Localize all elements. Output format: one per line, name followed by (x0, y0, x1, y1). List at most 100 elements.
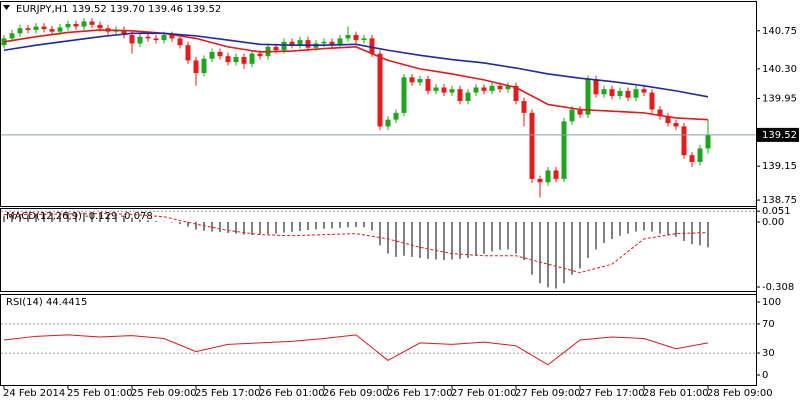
y-tick-label: 100 (762, 297, 781, 308)
x-tick-label: 25 Feb 09:00 (131, 388, 197, 399)
last-price-box (757, 127, 799, 142)
candle-body (385, 119, 391, 127)
candle-body (449, 89, 455, 93)
candle-body (89, 21, 95, 25)
candle-body (657, 109, 663, 117)
candle-body (681, 126, 687, 156)
candle-body (177, 38, 183, 46)
candle-body (497, 85, 503, 90)
candle-body (17, 28, 23, 34)
candle-body (433, 87, 439, 91)
candle-body (153, 38, 159, 41)
candle-body (361, 38, 367, 41)
x-tick-label: 27 Feb 01:00 (451, 388, 517, 399)
candle-body (209, 51, 215, 59)
candle-body (457, 89, 463, 102)
candle-body (641, 89, 647, 93)
candle-body (249, 53, 255, 64)
plot-group (3, 212, 709, 289)
y-tick-label: -0.308 (762, 282, 794, 293)
candle-body (65, 24, 71, 28)
x-tick-label: 28 Feb 01:00 (643, 388, 709, 399)
y-tick-label: 70 (762, 319, 775, 330)
candle-body (481, 87, 487, 91)
candle-body (393, 112, 399, 120)
candle-body (649, 92, 655, 110)
candle-body (25, 28, 31, 30)
candle-body (49, 29, 55, 32)
candle-body (553, 170, 559, 179)
candle-body (489, 85, 495, 91)
candle-body (545, 170, 551, 183)
candle-body (305, 40, 311, 48)
x-tick-label: 24 Feb 2014 (3, 388, 65, 399)
candle-body (289, 41, 295, 46)
candle-body (145, 36, 151, 39)
candle-body (337, 38, 343, 46)
y-tick-label: 140.75 (762, 26, 797, 37)
candle-body (345, 35, 351, 39)
candle-body (441, 87, 447, 93)
candle-body (273, 46, 279, 51)
candle-body (569, 109, 575, 122)
candle-body (473, 87, 479, 93)
series-line (3, 213, 709, 274)
candle-body (665, 116, 671, 124)
candle-body (585, 79, 591, 115)
candle-body (377, 53, 383, 127)
candle-body (577, 109, 583, 115)
candle-body (673, 123, 679, 127)
candle-body (617, 90, 623, 96)
y-tick-label: 30 (762, 348, 775, 359)
candle-body (353, 35, 359, 41)
x-tick-label: 26 Feb 01:00 (259, 388, 325, 399)
candle-body (689, 155, 695, 162)
x-tick-label: 27 Feb 09:00 (515, 388, 581, 399)
candle-body (465, 92, 471, 102)
candle-body (193, 60, 199, 74)
plot-group (1, 18, 711, 198)
candle-body (97, 24, 103, 29)
candle-body (241, 57, 247, 64)
candle-body (329, 41, 335, 46)
candle-body (369, 38, 375, 54)
candle-body (401, 77, 407, 113)
chart-title: EURJPY,H1 139.52 139.70 139.46 139.52 (16, 4, 221, 15)
candle-body (1, 38, 7, 46)
candle-body (121, 29, 127, 36)
candle-body (217, 51, 223, 57)
candle-body (521, 101, 527, 113)
x-tick-label: 26 Feb 09:00 (323, 388, 389, 399)
candle-body (257, 53, 263, 57)
candle-body (529, 112, 535, 179)
candle-body (129, 35, 135, 44)
candle-body (633, 89, 639, 98)
last-price-label: 139.52 (762, 130, 797, 141)
candle-body (57, 27, 63, 32)
series-line (3, 334, 709, 366)
plot-group (3, 334, 709, 366)
candle-body (513, 85, 519, 102)
y-tick-label: 0.00 (762, 217, 784, 228)
candle-body (161, 35, 167, 41)
y-tick-label: 138.75 (762, 195, 797, 206)
candle-body (137, 36, 143, 44)
x-tick-label: 25 Feb 17:00 (195, 388, 261, 399)
candle-body (41, 26, 47, 30)
candle-body (33, 26, 39, 30)
candle-body (625, 90, 631, 98)
candle-body (417, 79, 423, 83)
y-tick-label: 139.15 (762, 161, 797, 172)
candle-body (561, 121, 567, 179)
series-line (3, 32, 709, 98)
candle-body (609, 89, 615, 96)
rsi-title: RSI(14) 44.4415 (6, 297, 87, 308)
candle-body (409, 77, 415, 83)
candle-body (73, 24, 79, 27)
y-tick-label: 140.30 (762, 64, 797, 75)
candle-body (201, 58, 207, 74)
candle-body (233, 57, 239, 63)
